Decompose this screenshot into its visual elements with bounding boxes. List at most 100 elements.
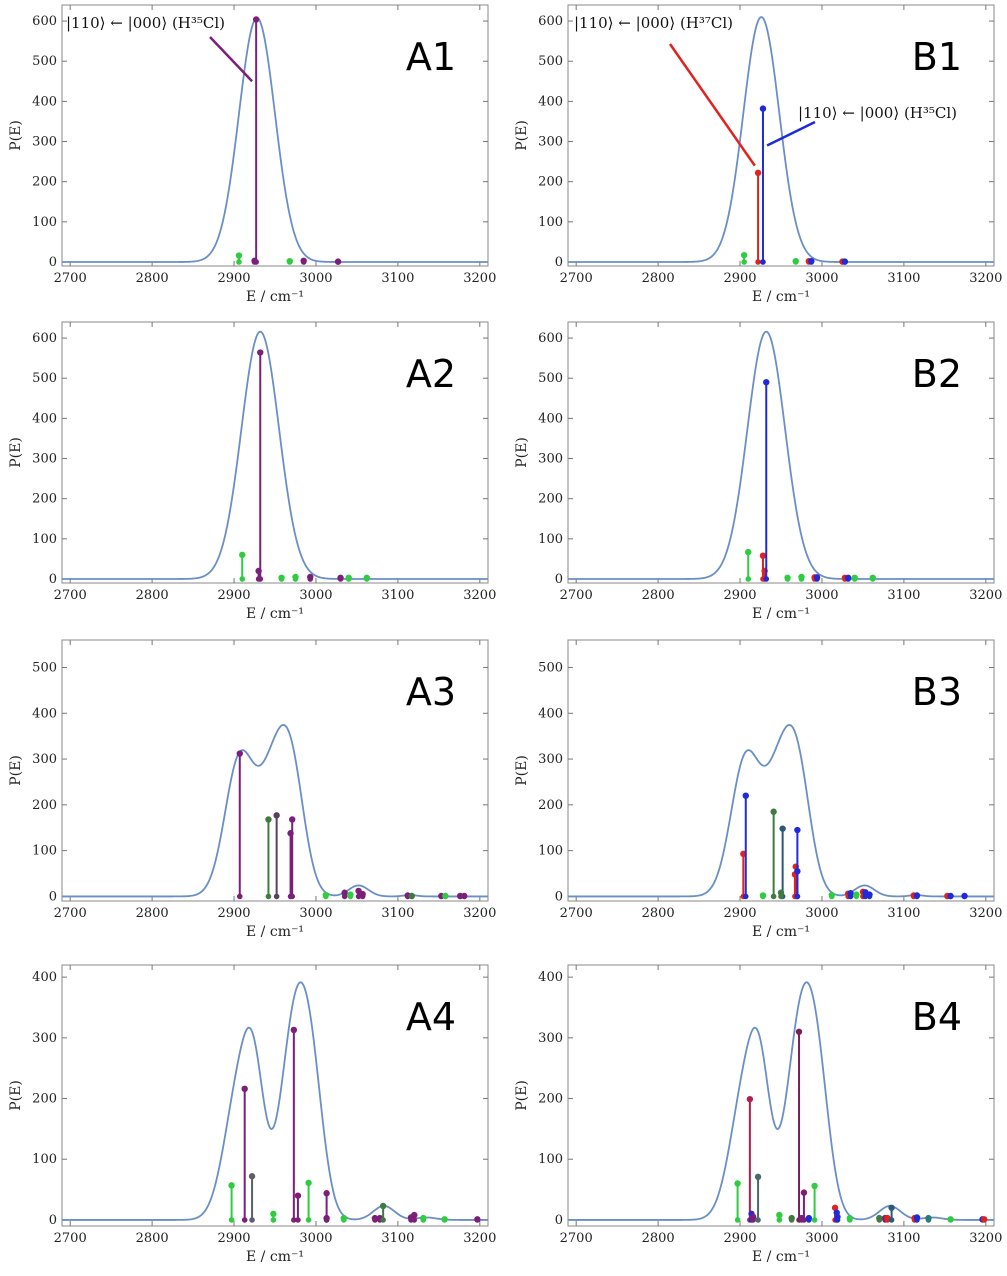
x-tick-label: 3200: [463, 1231, 496, 1246]
stick-base-marker: [347, 893, 354, 900]
x-tick-label: 2900: [217, 906, 250, 921]
stick-marker: [770, 808, 777, 815]
envelope-curve: [62, 724, 488, 898]
x-tick-label: 2800: [136, 906, 169, 921]
stick-base-marker: [745, 576, 752, 582]
chart-panel-b1: 2700 2800 2900 3000 3100 3200 0 100 200 300 400 500…: [514, 4, 1002, 305]
stick-base-marker: [806, 1217, 812, 1223]
y-tick-label: 300: [32, 1031, 57, 1046]
y-tick-label: 600: [32, 14, 57, 29]
stick-base-marker: [292, 576, 299, 582]
x-tick-label: 2900: [723, 1231, 756, 1246]
x-tick-label: 3200: [463, 271, 496, 286]
y-tick-label: 0: [555, 572, 563, 587]
x-tick-label: 2700: [54, 271, 87, 286]
y-tick-label: 400: [32, 706, 57, 721]
stick-base-marker: [876, 1217, 883, 1223]
y-tick-label: 500: [538, 371, 563, 386]
x-tick-label: 2700: [54, 588, 87, 603]
stick-base-marker: [295, 1217, 301, 1223]
chart-panel-b2: 2700 2800 2900 3000 3100 3200 0 100 200 300 400 500…: [514, 321, 1002, 622]
x-tick-label: 3100: [887, 588, 920, 603]
y-tick-label: 100: [32, 1152, 57, 1167]
stick-base-marker: [236, 893, 243, 900]
stick-base-marker: [409, 893, 415, 900]
stick-base-marker: [474, 1217, 481, 1223]
x-axis-label: E / cm⁻¹: [752, 1249, 810, 1265]
stick-marker: [742, 792, 749, 799]
stick-marker: [228, 1182, 235, 1189]
stick-base-marker: [273, 893, 280, 900]
stick-marker: [241, 1085, 248, 1093]
stick-base-marker: [380, 1217, 386, 1223]
x-tick-label: 2800: [642, 588, 675, 603]
y-tick-label: 500: [32, 371, 57, 386]
stick-base-marker: [961, 893, 968, 900]
stick-base-marker: [834, 1217, 841, 1223]
stick-base-marker: [300, 259, 307, 265]
x-tick-label: 3000: [299, 588, 332, 603]
stick-base-marker: [770, 893, 777, 900]
chart-panel-b3: 2700 2800 2900 3000 3100 3200 0 100 200 300 400 500…: [514, 639, 1002, 940]
y-tick-label: 0: [49, 255, 57, 270]
stick-marker: [740, 251, 748, 259]
plot-frame: [567, 4, 995, 267]
stick-base-marker: [228, 1217, 235, 1223]
stick-marker: [811, 1182, 818, 1190]
x-tick-label: 3000: [805, 1231, 838, 1246]
stick-marker: [779, 825, 786, 832]
stick-marker: [270, 1210, 277, 1218]
stick-base-marker: [441, 1217, 448, 1223]
y-tick-label: 200: [32, 1092, 57, 1107]
stick-marker: [257, 349, 264, 356]
stick-base-marker: [981, 1217, 987, 1223]
stick-marker: [746, 1095, 754, 1103]
stick-base-marker: [784, 576, 791, 582]
x-tick-label: 2900: [723, 906, 756, 921]
y-tick-label: 300: [32, 452, 57, 467]
stick-base-marker: [847, 893, 854, 900]
plot-frame: [567, 321, 995, 584]
y-tick-label: 100: [538, 215, 563, 230]
x-tick-label: 2900: [723, 271, 756, 286]
stick-base-marker: [241, 1217, 248, 1223]
chart-panel-a4: 2700 2800 2900 3000 3100 3200 0 100 200 300 400 E /…: [8, 964, 496, 1265]
x-tick-label: 3000: [805, 588, 838, 603]
y-tick-label: 400: [538, 970, 563, 985]
plot-frame: [61, 639, 489, 902]
x-tick-label: 2900: [217, 271, 250, 286]
stick-base-marker: [925, 1217, 932, 1223]
y-tick-label: 400: [32, 94, 57, 109]
y-tick-label: 400: [32, 411, 57, 426]
x-tick-label: 3100: [887, 906, 920, 921]
panel-id-label: B2: [912, 352, 962, 396]
x-axis-label: E / cm⁻¹: [752, 289, 810, 305]
x-tick-label: 2900: [723, 588, 756, 603]
y-tick-label: 300: [32, 752, 57, 767]
chart-panel-a1: 2700 2800 2900 3000 3100 3200 0 100 200 300 400 500…: [8, 4, 496, 305]
stick-base-marker: [741, 259, 747, 265]
stick-base-marker: [811, 1217, 818, 1223]
plot-frame: [61, 964, 489, 1227]
x-axis-label: E / cm⁻¹: [246, 924, 304, 940]
y-axis-label: P(E): [514, 755, 530, 786]
x-axis-label: E / cm⁻¹: [752, 924, 810, 940]
x-tick-label: 2800: [642, 906, 675, 921]
stick-marker: [754, 169, 762, 177]
x-tick-label: 3000: [299, 271, 332, 286]
y-tick-label: 0: [49, 572, 57, 587]
chart-panel-a2: 2700 2800 2900 3000 3100 3200 0 100 200 300 400 500…: [8, 321, 496, 622]
plot-frame: [61, 4, 489, 267]
x-tick-label: 3100: [887, 271, 920, 286]
y-tick-label: 0: [49, 889, 57, 904]
y-tick-label: 300: [538, 1031, 563, 1046]
y-tick-label: 200: [32, 798, 57, 813]
stick-base-marker: [776, 1217, 783, 1223]
x-axis-label: E / cm⁻¹: [752, 606, 810, 622]
stick-marker: [252, 16, 260, 23]
y-axis-label: P(E): [8, 1080, 24, 1111]
panel-id-label: A4: [406, 995, 456, 1039]
stick-marker: [745, 548, 752, 556]
stick-marker: [734, 1180, 741, 1187]
x-tick-label: 2800: [642, 271, 675, 286]
